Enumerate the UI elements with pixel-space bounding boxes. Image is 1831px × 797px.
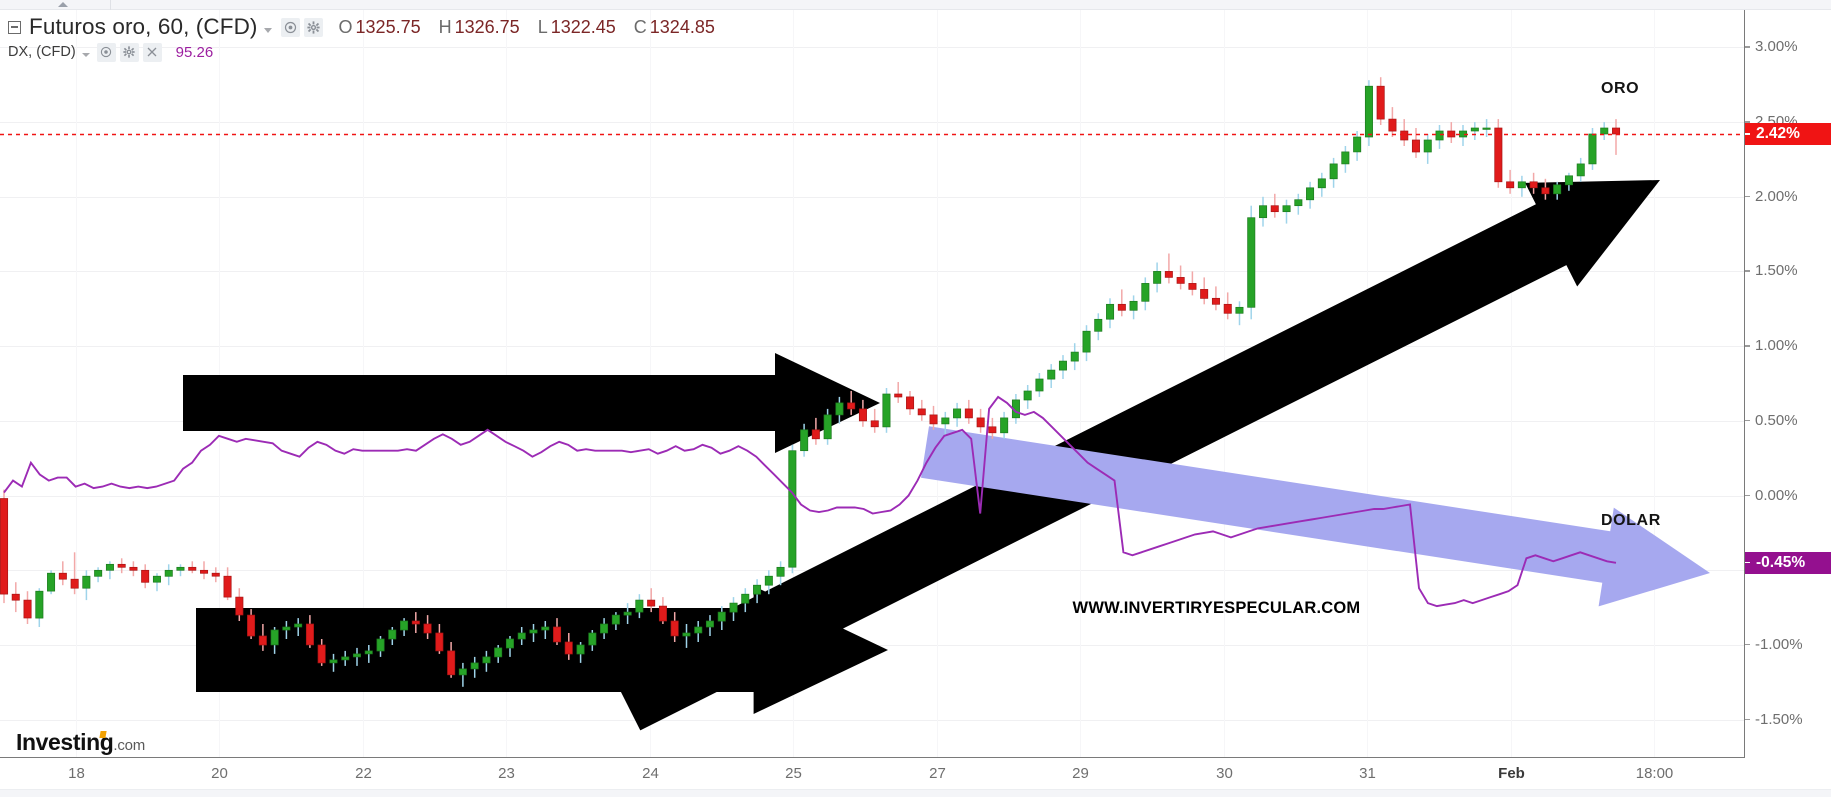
price-axis-tick: 1.00%	[1745, 337, 1831, 355]
price-axis-tick: -1.00%	[1745, 636, 1831, 654]
price-axis-tick: 1.50%	[1745, 262, 1831, 280]
price-axis-tick-label: 3.00%	[1755, 38, 1798, 56]
tick-dash-icon	[1745, 718, 1750, 721]
ohlc-key: C	[633, 16, 647, 37]
logo-main-text: Investing	[16, 729, 114, 755]
badge-label: 2.42%	[1756, 125, 1800, 142]
badge-dash-icon	[1745, 561, 1750, 564]
price-axis-tick-label: 0.50%	[1755, 411, 1798, 429]
ohlc-pair: L 1322.45	[538, 17, 616, 38]
tick-dash-icon	[1745, 121, 1750, 123]
tick-dash-icon	[1745, 419, 1750, 422]
ohlc-key: H	[438, 16, 452, 37]
price-axis-tick-label: -1.00%	[1755, 635, 1803, 653]
ohlc-pair: C 1324.85	[634, 17, 715, 38]
investing-logo: Investing.com	[16, 729, 145, 755]
time-axis-tick-label: 29	[1072, 765, 1089, 782]
ohlc-value: 1324.85	[649, 16, 715, 37]
sub-symbol-value: 95.26	[175, 43, 214, 61]
tick-dash-icon	[1745, 643, 1750, 646]
badge-label: -0.45%	[1756, 553, 1806, 571]
time-axis-tick-label: 30	[1216, 765, 1233, 782]
close-icon[interactable]	[142, 42, 162, 62]
strip-divider	[110, 0, 111, 10]
tick-dash-icon	[1745, 345, 1750, 347]
legend-secondary-row: DX, (CFD) 95.26	[8, 41, 1008, 63]
ohlc-value: 1326.75	[454, 16, 520, 37]
time-axis-tick-label: 31	[1359, 765, 1376, 782]
tick-dash-icon	[1745, 195, 1750, 198]
price-axis-tick: 0.50%	[1745, 412, 1831, 430]
price-axis-tick: 3.00%	[1745, 38, 1831, 56]
chevron-down-icon[interactable]	[263, 27, 272, 33]
bottom-scroll-strip[interactable]	[0, 789, 1831, 797]
logo-suffix-text: .com	[113, 737, 146, 754]
gold-last-price[interactable]: 2.42%	[1745, 123, 1831, 145]
time-axis-tick-label: 18	[68, 765, 85, 782]
badge-dash-icon	[1745, 133, 1750, 135]
time-axis-tick-label: 24	[642, 765, 659, 782]
ohlc-key: L	[537, 16, 548, 37]
gear-icon[interactable]	[303, 17, 323, 37]
sub-eye-icon[interactable]	[96, 42, 116, 62]
price-axis-tick-label: 0.00%	[1755, 486, 1798, 504]
price-axis-border	[1744, 10, 1745, 757]
sub-chevron-down-icon[interactable]	[81, 53, 90, 57]
oro-label: ORO	[1600, 80, 1640, 98]
price-axis-tick-label: -1.50%	[1755, 710, 1803, 728]
ohlc-pair: H 1326.75	[439, 17, 520, 38]
logo-accent-dot-icon	[99, 731, 107, 738]
ohlc-pair: O 1325.75	[339, 17, 421, 38]
price-axis-tick: 0.00%	[1745, 487, 1831, 505]
price-axis-tick-label: 1.00%	[1755, 337, 1798, 355]
sub-symbol-title[interactable]: DX, (CFD)	[8, 44, 76, 60]
time-axis-tick-label: 20	[211, 765, 228, 782]
annotation-arrows-layer	[183, 180, 1710, 731]
chart-legend: Futuros oro, 60, (CFD) O 1325.75 H 1326.75 L…	[8, 12, 1008, 66]
ohlc-values: O 1325.75 H 1326.75 L 1322.45 C 1324.85	[339, 17, 733, 38]
price-axis-tick-label: 2.00%	[1755, 187, 1798, 205]
time-axis-tick-label: Feb	[1498, 765, 1525, 782]
time-axis-border	[0, 757, 1745, 758]
time-axis-tick-label: 25	[785, 765, 802, 782]
tick-dash-icon	[1745, 270, 1750, 272]
price-axis-tick: 2.00%	[1745, 188, 1831, 206]
time-axis-tick-label: 27	[929, 765, 946, 782]
dollar-last-price[interactable]: -0.45%	[1745, 551, 1831, 574]
last-price-lines	[0, 133, 1744, 136]
top-scroll-strip[interactable]	[0, 0, 1831, 10]
dollar-index-line	[3, 395, 1617, 608]
legend-primary-row: Futuros oro, 60, (CFD) O 1325.75 H 1326.75 L…	[8, 12, 1008, 42]
minus-box-icon[interactable]	[8, 20, 21, 34]
dolar-label: DOLAR	[1600, 511, 1661, 529]
ohlc-value: 1325.75	[355, 16, 421, 37]
ohlc-value: 1322.45	[550, 16, 616, 37]
tick-dash-icon	[1745, 46, 1750, 48]
scroll-up-triangle-icon[interactable]	[58, 2, 68, 7]
ohlc-key: O	[338, 16, 353, 37]
time-axis-tick-label: 18:00	[1635, 765, 1674, 782]
tick-dash-icon	[1745, 494, 1750, 497]
time-axis-tick-label: 23	[498, 765, 515, 782]
price-axis-tick-label: 1.50%	[1755, 262, 1798, 280]
price-axis-tick: -1.50%	[1745, 711, 1831, 729]
sub-gear-icon[interactable]	[119, 42, 139, 62]
time-axis-tick-label: 22	[355, 765, 372, 782]
eye-icon[interactable]	[280, 17, 300, 37]
site-watermark: WWW.INVERTIRYESPECULAR.COM	[1072, 598, 1361, 617]
chart-plot-area[interactable]: ORO DOLAR WWW.INVERTIRYESPECULAR.COM Inv…	[0, 10, 1744, 757]
price-axis[interactable]: 3.00%2.50%2.00%1.50%1.00%0.50%0.00%-0.50…	[1745, 10, 1831, 757]
symbol-title[interactable]: Futuros oro, 60, (CFD)	[29, 14, 258, 39]
